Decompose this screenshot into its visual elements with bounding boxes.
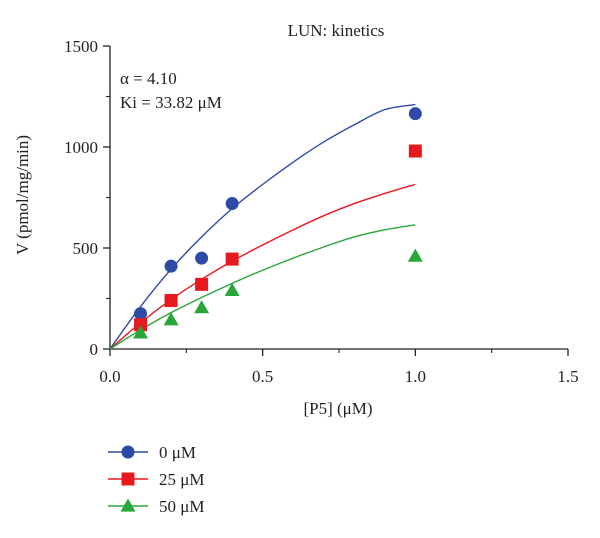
legend-label: 0 μM bbox=[159, 443, 196, 462]
fit-curve-series-2 bbox=[109, 224, 416, 350]
data-points bbox=[133, 107, 423, 339]
x-tick-label: 0.0 bbox=[99, 367, 120, 386]
chart-title: LUN: kinetics bbox=[288, 21, 385, 40]
alpha-annotation: α = 4.10 bbox=[120, 69, 177, 88]
legend-marker bbox=[121, 445, 135, 459]
legend-label: 50 μM bbox=[159, 497, 204, 516]
fit-curve-series-1 bbox=[109, 183, 416, 350]
y-axis-title: V (pmol/mg/min) bbox=[13, 135, 32, 255]
y-tick-label: 500 bbox=[73, 239, 99, 258]
y-tick-label: 1500 bbox=[64, 37, 98, 56]
x-axis-title: [P5] (μM) bbox=[303, 399, 372, 418]
fit-curve-series-0 bbox=[109, 103, 416, 350]
data-point-series-0 bbox=[134, 307, 148, 321]
legend-marker bbox=[120, 498, 136, 512]
y-tick-label: 0 bbox=[90, 340, 99, 359]
data-point-series-2 bbox=[407, 248, 423, 262]
data-point-series-0 bbox=[195, 251, 209, 265]
axes: 0.0 0.5 1.0 1.5 0 500 1000 1500 bbox=[64, 37, 579, 386]
data-point-series-1 bbox=[408, 144, 422, 158]
data-point-series-2 bbox=[133, 325, 149, 339]
x-tick-label: 1.0 bbox=[405, 367, 426, 386]
ki-annotation: Ki = 33.82 μM bbox=[120, 93, 222, 112]
data-point-series-2 bbox=[224, 282, 240, 297]
data-point-series-1 bbox=[164, 294, 178, 308]
data-point-series-0 bbox=[164, 259, 178, 273]
y-tick-label: 1000 bbox=[64, 138, 98, 157]
legend: 0 μM 25 μM 50 μM bbox=[108, 443, 204, 516]
x-tick-label: 0.5 bbox=[252, 367, 273, 386]
legend-label: 25 μM bbox=[159, 470, 204, 489]
data-point-series-1 bbox=[134, 318, 148, 332]
data-point-series-2 bbox=[194, 300, 210, 314]
data-point-series-1 bbox=[225, 252, 239, 266]
data-point-series-0 bbox=[225, 197, 239, 211]
legend-marker bbox=[121, 472, 135, 486]
data-point-series-1 bbox=[195, 277, 209, 291]
data-point-series-0 bbox=[408, 107, 422, 121]
fit-curves bbox=[109, 103, 416, 350]
x-tick-label: 1.5 bbox=[557, 367, 578, 386]
data-point-series-2 bbox=[163, 312, 179, 326]
